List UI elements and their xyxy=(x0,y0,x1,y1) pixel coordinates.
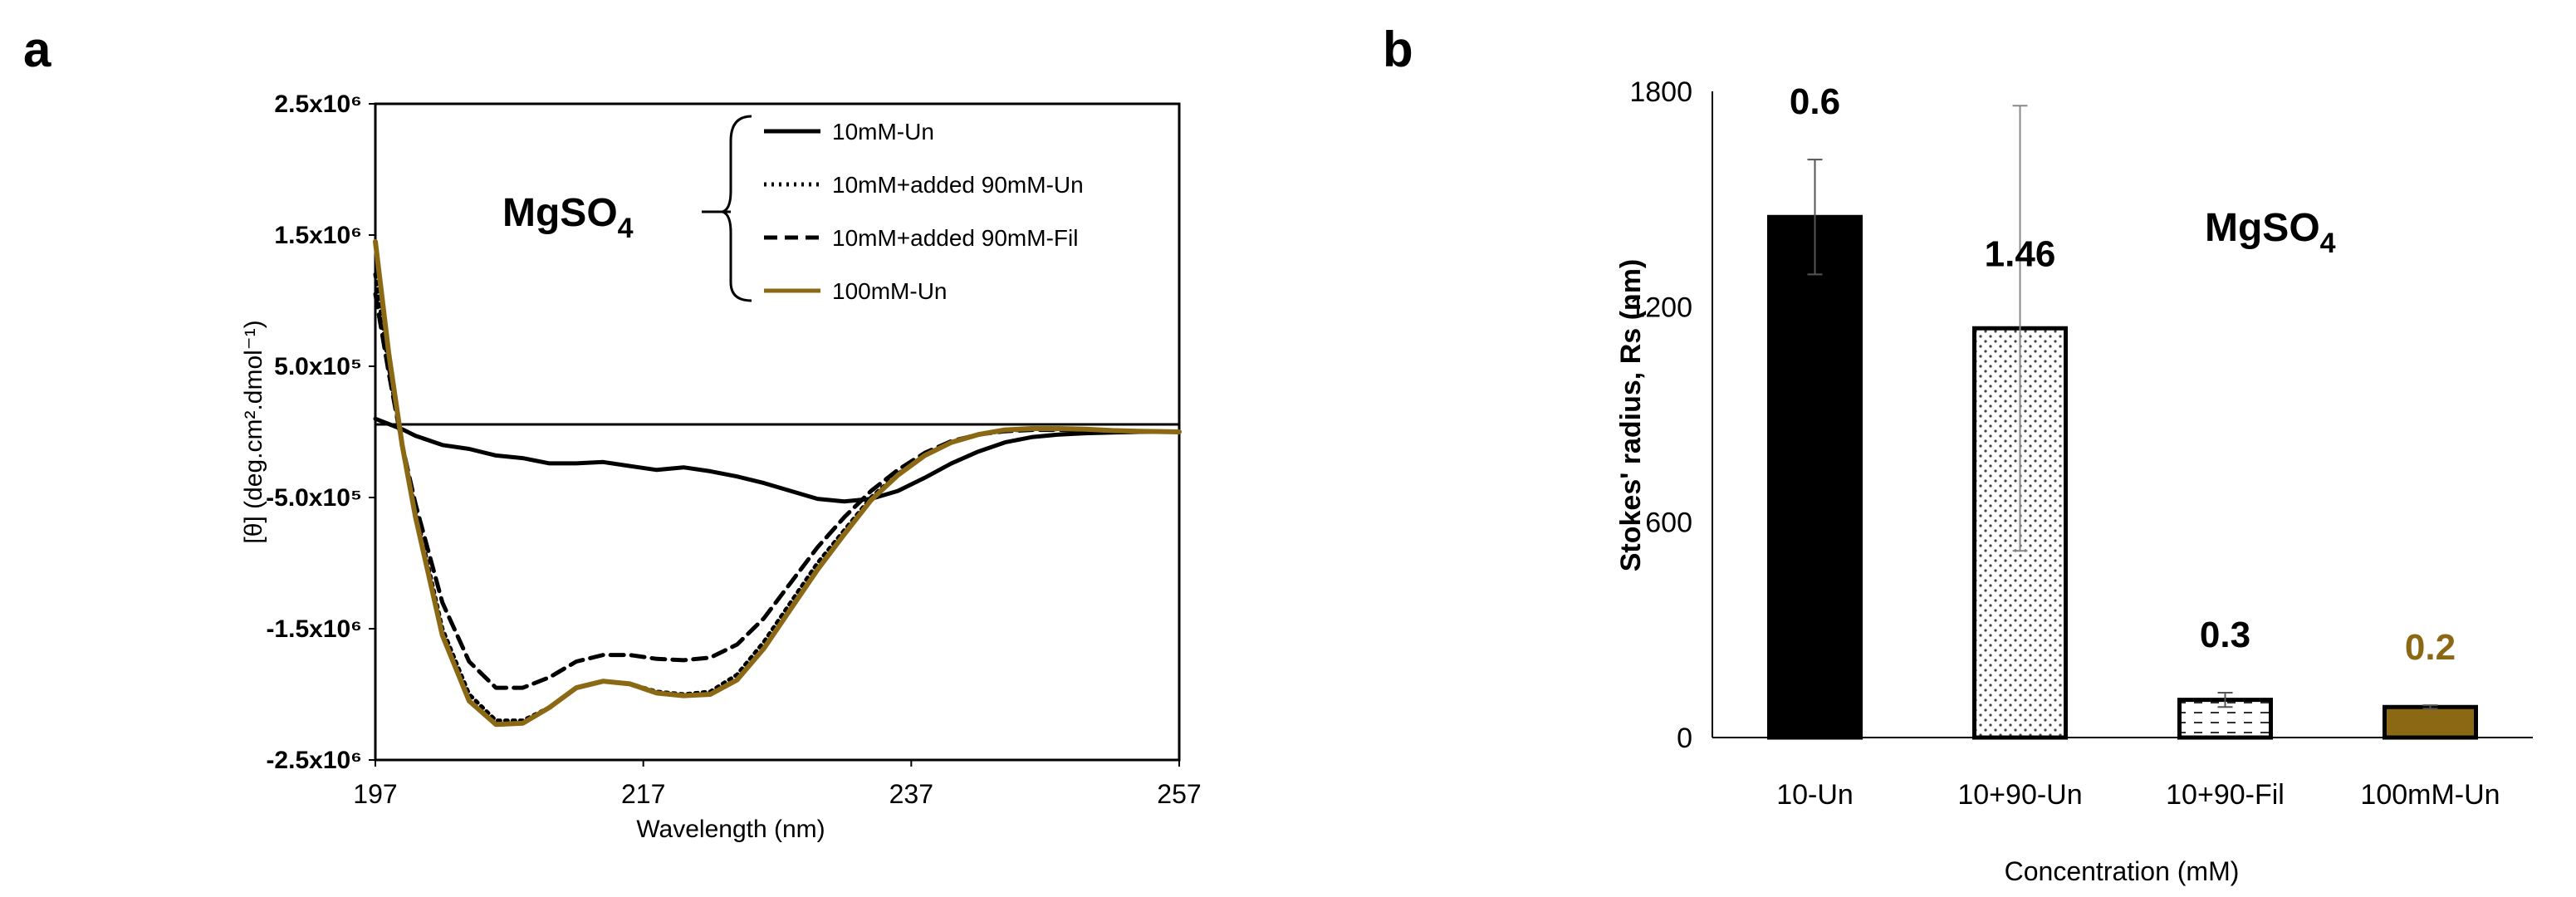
data-label: 1.46 xyxy=(1985,233,2056,274)
y-tick-label-a: -2.5x10⁶ xyxy=(266,747,362,774)
x-tick-label-b: 10+90-Un xyxy=(1957,779,2082,811)
legend-label: 10mM-Un xyxy=(832,119,934,145)
legend-label: 100mM-Un xyxy=(832,278,947,304)
y-tick-label-b: 0 xyxy=(1677,723,1692,754)
cd-spectrum-chart: 2.5x10⁶ 1.5x10⁶ 5.0x10⁵ -5.0x10⁵ -1.5x10⁶ -2.… xyxy=(240,91,1202,843)
x-axis-label-b: Concentration (mM) xyxy=(2005,856,2240,886)
salt-annotation-a: MgSO4 xyxy=(502,191,634,244)
panel-a-label: a xyxy=(23,22,51,77)
x-tick-label-b: 10+90-Fil xyxy=(2166,779,2285,811)
series-line-100mm-un xyxy=(373,238,1182,728)
data-label: 0.3 xyxy=(2200,615,2250,655)
y-tick-label-b: 1800 xyxy=(1629,76,1692,108)
x-tick-label-b: 100mM-Un xyxy=(2360,779,2500,811)
legend-label: 10mM+added 90mM-Fil xyxy=(832,225,1078,251)
y-tick-label-b: 1200 xyxy=(1629,292,1692,323)
x-tick-label-b: 10-Un xyxy=(1776,779,1854,811)
y-tick-label-a: 5.0x10⁵ xyxy=(274,353,362,380)
stokes-radius-chart: 0 600 1200 1800 0.6 1.46 0.3 0.2 10-Un 10+90-Un… xyxy=(1615,76,2533,886)
series-line-10mm-added-90mm-un xyxy=(373,272,1182,723)
legend-brace xyxy=(717,115,752,302)
x-tick-label-a: 197 xyxy=(353,779,397,809)
legend: 10mM-Un 10mM+added 90mM-Un 10mM+added 90mM… xyxy=(764,119,1084,304)
y-tick-label-a: -1.5x10⁶ xyxy=(266,615,362,643)
x-tick-label-a: 237 xyxy=(889,779,933,809)
legend-label: 10mM+added 90mM-Un xyxy=(832,172,1084,198)
series-line-10mm-un xyxy=(373,416,1182,504)
y-axis-label-a: [θ] (deg.cm².dmol⁻¹) xyxy=(240,320,267,543)
x-tick-label-a: 257 xyxy=(1157,779,1201,809)
y-tick-label-a: 1.5x10⁶ xyxy=(274,222,362,249)
y-tick-label-b: 600 xyxy=(1645,507,1692,539)
y-axis-label-b: Stokes' radius, Rs (nm) xyxy=(1615,259,1647,572)
bar-10-un xyxy=(1767,214,1863,740)
x-axis-label-a: Wavelength (nm) xyxy=(636,816,825,843)
bar-100mm-un xyxy=(2383,704,2478,740)
x-tick-label-a: 217 xyxy=(621,779,665,809)
y-tick-label-a: 2.5x10⁶ xyxy=(274,91,362,118)
data-label: 0.2 xyxy=(2405,627,2456,668)
salt-annotation-b: MgSO4 xyxy=(2205,206,2336,259)
data-label: 0.6 xyxy=(1790,81,1840,122)
y-tick-label-a: -5.0x10⁵ xyxy=(266,484,362,512)
plot-frame-a xyxy=(374,102,1181,762)
panel-b-label: b xyxy=(1383,22,1413,77)
